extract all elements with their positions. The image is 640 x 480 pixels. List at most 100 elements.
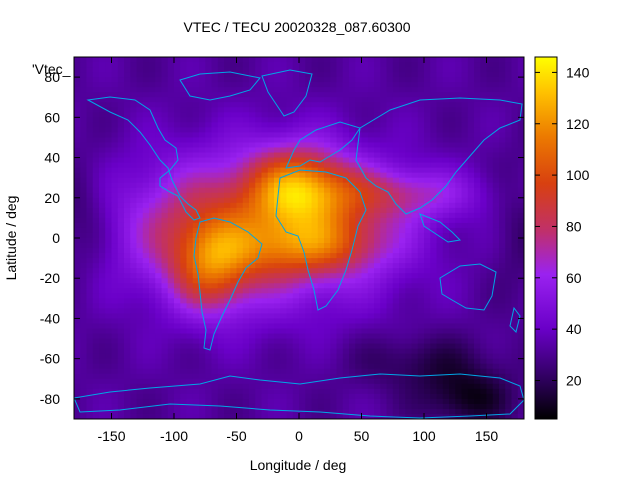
heatmap-cell <box>74 278 81 284</box>
heatmap-cell <box>211 393 219 400</box>
heatmap-cell <box>324 253 331 259</box>
heatmap-cell <box>117 308 125 315</box>
heatmap-cell <box>236 62 244 68</box>
heatmap-cell <box>111 92 119 98</box>
heatmap-cell <box>386 97 394 103</box>
heatmap-cell <box>361 77 369 83</box>
heatmap-cell <box>380 268 388 274</box>
heatmap-cell <box>517 212 524 219</box>
heatmap-cell <box>249 222 256 229</box>
heatmap-cell <box>499 222 506 229</box>
heatmap-cell <box>417 232 425 239</box>
heatmap-cell <box>211 308 219 315</box>
heatmap-cell <box>480 122 488 128</box>
heatmap-cell <box>199 398 206 405</box>
heatmap-cell <box>180 177 188 184</box>
heatmap-cell <box>136 343 144 350</box>
heatmap-cell <box>505 57 513 63</box>
heatmap-cell <box>330 238 338 244</box>
heatmap-cell <box>136 253 144 259</box>
heatmap-cell <box>286 207 294 214</box>
heatmap-cell <box>386 157 394 164</box>
heatmap-cell <box>142 112 150 118</box>
heatmap-cell <box>499 398 506 405</box>
heatmap-cell <box>342 333 350 340</box>
heatmap-cell <box>442 268 450 274</box>
heatmap-cell <box>311 62 319 68</box>
heatmap-cell <box>205 393 213 400</box>
heatmap-cell <box>261 253 269 259</box>
heatmap-cell <box>205 57 213 63</box>
heatmap-cell <box>117 67 125 73</box>
heatmap-cell <box>255 308 263 315</box>
heatmap-cell <box>105 157 113 164</box>
heatmap-cell <box>224 368 231 375</box>
heatmap-cell <box>474 298 481 304</box>
heatmap-cell <box>336 82 344 88</box>
heatmap-cell <box>111 107 119 113</box>
heatmap-cell <box>130 227 138 234</box>
heatmap-cell <box>205 137 213 144</box>
heatmap-cell <box>105 72 113 78</box>
heatmap-cell <box>230 268 238 274</box>
heatmap-cell <box>117 112 125 118</box>
heatmap-cell <box>380 293 388 299</box>
heatmap-cell <box>417 152 425 159</box>
heatmap-cell <box>86 343 94 350</box>
heatmap-cell <box>436 373 444 380</box>
heatmap-cell <box>161 192 169 199</box>
heatmap-cell <box>142 57 150 63</box>
heatmap-cell <box>305 172 313 179</box>
heatmap-cell <box>461 197 469 204</box>
heatmap-cell <box>467 313 475 320</box>
heatmap-cell <box>136 222 144 229</box>
heatmap-cell <box>286 393 294 400</box>
heatmap-cell <box>167 308 175 315</box>
heatmap-cell <box>349 122 356 128</box>
heatmap-cell <box>374 238 381 244</box>
heatmap-cell <box>74 152 81 159</box>
heatmap-cell <box>242 333 250 340</box>
heatmap-cell <box>380 258 388 264</box>
heatmap-cell <box>167 62 175 68</box>
heatmap-cell <box>392 177 400 184</box>
heatmap-cell <box>355 182 363 189</box>
heatmap-cell <box>136 62 144 68</box>
heatmap-cell <box>386 57 394 63</box>
heatmap-cell <box>517 378 524 385</box>
heatmap-cell <box>399 328 406 335</box>
heatmap-cell <box>161 57 169 63</box>
heatmap-cell <box>367 363 375 370</box>
heatmap-cell <box>430 167 438 174</box>
heatmap-cell <box>299 273 306 279</box>
heatmap-cell <box>167 303 175 309</box>
heatmap-cell <box>449 72 456 78</box>
heatmap-cell <box>386 393 394 400</box>
heatmap-cell <box>386 227 394 234</box>
heatmap-cell <box>405 172 413 179</box>
heatmap-cell <box>174 142 181 149</box>
heatmap-cell <box>267 393 275 400</box>
heatmap-cell <box>267 222 275 229</box>
heatmap-cell <box>149 162 156 169</box>
heatmap-cell <box>161 273 169 279</box>
heatmap-cell <box>480 167 488 174</box>
heatmap-cell <box>411 263 419 269</box>
heatmap-cell <box>486 177 494 184</box>
heatmap-cell <box>505 383 513 390</box>
heatmap-cell <box>511 217 519 224</box>
heatmap-cell <box>467 132 475 139</box>
heatmap-cell <box>480 127 488 134</box>
heatmap-cell <box>430 258 438 264</box>
heatmap-cell <box>361 333 369 340</box>
heatmap-cell <box>274 288 281 294</box>
heatmap-cell <box>292 353 300 360</box>
heatmap-cell <box>449 273 456 279</box>
heatmap-cell <box>455 217 463 224</box>
heatmap-cell <box>305 278 313 284</box>
heatmap-cell <box>86 248 94 254</box>
heatmap-cell <box>442 212 450 219</box>
heatmap-cell <box>355 152 363 159</box>
heatmap-cell <box>342 318 350 325</box>
heatmap-cell <box>311 263 319 269</box>
